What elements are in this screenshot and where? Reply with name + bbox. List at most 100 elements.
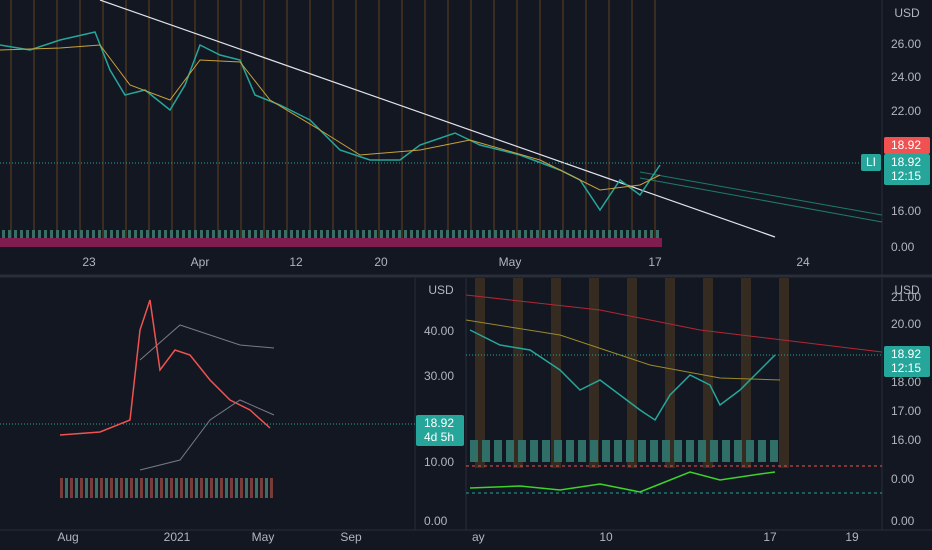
session-stripe xyxy=(56,0,58,238)
volume-bar xyxy=(614,230,617,238)
volume-bar xyxy=(120,478,123,498)
volume-bar xyxy=(270,478,273,498)
volume-bar xyxy=(205,478,208,498)
decoration xyxy=(0,0,789,498)
volume-bar xyxy=(140,478,143,498)
date-tick: 23 xyxy=(82,255,96,269)
volume-bar xyxy=(200,478,203,498)
session-stripe xyxy=(148,0,150,238)
volume-bar xyxy=(260,478,263,498)
volume-bar xyxy=(530,440,538,462)
volume-bar xyxy=(374,230,377,238)
volume-bar xyxy=(734,440,742,462)
volume-bar xyxy=(188,230,191,238)
volume-bar xyxy=(476,230,479,238)
volume-bar xyxy=(314,230,317,238)
session-stripe xyxy=(562,0,564,238)
volume-bar xyxy=(554,440,562,462)
volume-bar xyxy=(650,440,658,462)
volume-bar xyxy=(236,230,239,238)
volume-bar xyxy=(134,230,137,238)
volume-bar xyxy=(140,230,143,238)
volume-bar xyxy=(536,230,539,238)
volume-bar xyxy=(224,230,227,238)
volume-bar xyxy=(602,230,605,238)
volume-bar xyxy=(506,440,514,462)
session-stripe xyxy=(654,0,656,238)
price-line xyxy=(59,299,271,436)
volume-bar xyxy=(260,230,263,238)
session-stripe xyxy=(79,0,81,238)
session-stripe xyxy=(401,0,403,238)
volume-bar xyxy=(165,478,168,498)
volume-bar xyxy=(278,230,281,238)
session-stripe xyxy=(551,278,561,468)
volume-bar xyxy=(80,230,83,238)
volume-bar xyxy=(638,230,641,238)
date-tick: ay xyxy=(472,530,485,544)
session-stripe xyxy=(332,0,334,238)
date-tick: 17 xyxy=(763,530,777,544)
session-stripe xyxy=(475,278,485,468)
volume-bar xyxy=(44,230,47,238)
channel-line xyxy=(639,171,883,216)
volume-bar xyxy=(210,478,213,498)
volume-bar xyxy=(185,478,188,498)
volume-bar xyxy=(566,230,569,238)
volume-bar xyxy=(115,478,118,498)
volume-bar xyxy=(506,230,509,238)
volume-bar xyxy=(110,230,113,238)
volume-bar xyxy=(74,230,77,238)
volume-bar xyxy=(548,230,551,238)
session-stripe xyxy=(240,0,242,238)
volume-bar xyxy=(235,478,238,498)
volume-bar xyxy=(195,478,198,498)
volume-bar xyxy=(250,478,253,498)
volume-bar xyxy=(440,230,443,238)
volume-bar xyxy=(206,230,209,238)
volume-bar xyxy=(92,230,95,238)
session-stripe xyxy=(631,0,633,238)
session-stripe xyxy=(263,0,265,238)
volume-bar xyxy=(164,230,167,238)
volume-bar xyxy=(175,478,178,498)
volume-bar xyxy=(590,230,593,238)
volume-bar xyxy=(254,230,257,238)
session-stripe xyxy=(513,278,523,468)
price-tick: 40.00 xyxy=(424,324,454,338)
volume-bar xyxy=(180,478,183,498)
last-price: 18.92 xyxy=(424,416,454,430)
volume-bar xyxy=(398,230,401,238)
volume-bar xyxy=(602,440,610,462)
volume-bar xyxy=(518,440,526,462)
volume-bar xyxy=(512,230,515,238)
volume-bar xyxy=(145,478,148,498)
volume-bar xyxy=(160,478,163,498)
volume-bar xyxy=(770,440,778,462)
volume-bar xyxy=(176,230,179,238)
session-stripe xyxy=(665,278,675,468)
volume-bar xyxy=(302,230,305,238)
volume-bar xyxy=(608,230,611,238)
date-tick: Aug xyxy=(57,530,78,544)
volume-bar xyxy=(650,230,653,238)
volume-bar xyxy=(656,230,659,238)
volume-bar xyxy=(488,230,491,238)
volume-bar xyxy=(362,230,365,238)
volume-bar xyxy=(626,440,634,462)
volume-bar xyxy=(698,440,706,462)
date-tick: 12 xyxy=(289,255,303,269)
currency-label: USD xyxy=(894,6,920,20)
volume-bar xyxy=(230,230,233,238)
volume-bar xyxy=(2,230,5,238)
volume-bar xyxy=(86,230,89,238)
volume-bar xyxy=(20,230,23,238)
volume-bar xyxy=(182,230,185,238)
date-tick: May xyxy=(252,530,275,544)
date-tick: 2021 xyxy=(164,530,191,544)
volume-bar xyxy=(482,440,490,462)
currency-label: USD xyxy=(894,283,920,297)
volume-bar xyxy=(245,478,248,498)
volume-bar xyxy=(230,478,233,498)
volume-bar xyxy=(464,230,467,238)
